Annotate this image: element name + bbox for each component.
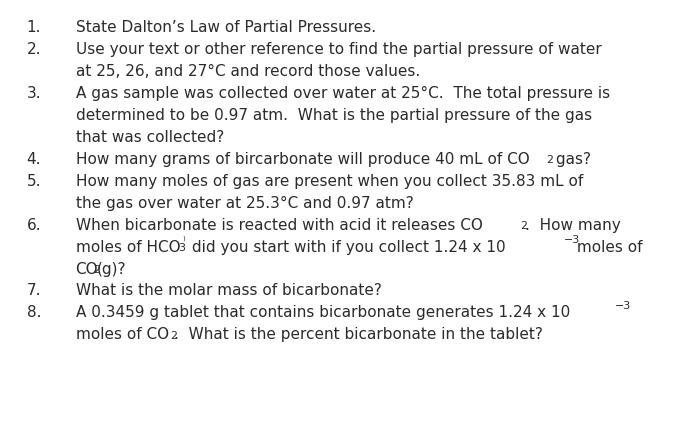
Text: moles of: moles of [573,240,643,254]
Text: −3: −3 [615,301,631,311]
Text: .  How many: . How many [525,218,621,232]
Text: 3: 3 [178,243,186,253]
Text: that was collected?: that was collected? [76,130,224,145]
Text: How many moles of gas are present when you collect 35.83 mL of: How many moles of gas are present when y… [76,174,583,189]
Text: 3.: 3. [27,86,41,101]
Text: 1.: 1. [27,20,41,35]
Text: 2: 2 [92,265,99,275]
Text: at 25, 26, and 27°C and record those values.: at 25, 26, and 27°C and record those val… [76,64,420,79]
Text: How many grams of bircarbonate will produce 40 mL of CO: How many grams of bircarbonate will prod… [76,152,529,167]
Text: 2: 2 [169,331,176,341]
Text: did you start with if you collect 1.24 x 10: did you start with if you collect 1.24 x… [187,240,506,254]
Text: moles of CO: moles of CO [76,327,169,342]
Text: −3: −3 [564,235,580,245]
Text: 2: 2 [521,221,527,231]
Text: CO: CO [76,261,98,277]
Text: (g)?: (g)? [97,261,127,277]
Text: 2.: 2. [27,42,41,57]
Text: What is the molar mass of bicarbonate?: What is the molar mass of bicarbonate? [76,283,382,299]
Text: A 0.3459 g tablet that contains bicarbonate generates 1.24 x 10: A 0.3459 g tablet that contains bicarbon… [76,305,570,320]
Text: gas?: gas? [551,152,591,167]
Text: 7.: 7. [27,283,41,299]
Text: determined to be 0.97 atm.  What is the partial pressure of the gas: determined to be 0.97 atm. What is the p… [76,108,592,123]
Text: 8.: 8. [27,305,41,320]
Text: When bicarbonate is reacted with acid it releases CO: When bicarbonate is reacted with acid it… [76,218,482,232]
Text: Use your text or other reference to find the partial pressure of water: Use your text or other reference to find… [76,42,601,57]
Text: State Dalton’s Law of Partial Pressures.: State Dalton’s Law of Partial Pressures. [76,20,376,35]
Text: 5.: 5. [27,174,41,189]
Text: 2: 2 [546,155,553,165]
Text: ⁾: ⁾ [183,235,186,245]
Text: moles of HCO: moles of HCO [76,240,180,254]
Text: A gas sample was collected over water at 25°C.  The total pressure is: A gas sample was collected over water at… [76,86,610,101]
Text: the gas over water at 25.3°C and 0.97 atm?: the gas over water at 25.3°C and 0.97 at… [76,196,413,211]
Text: 6.: 6. [27,218,41,232]
Text: 4.: 4. [27,152,41,167]
Text: .  What is the percent bicarbonate in the tablet?: . What is the percent bicarbonate in the… [174,327,543,342]
